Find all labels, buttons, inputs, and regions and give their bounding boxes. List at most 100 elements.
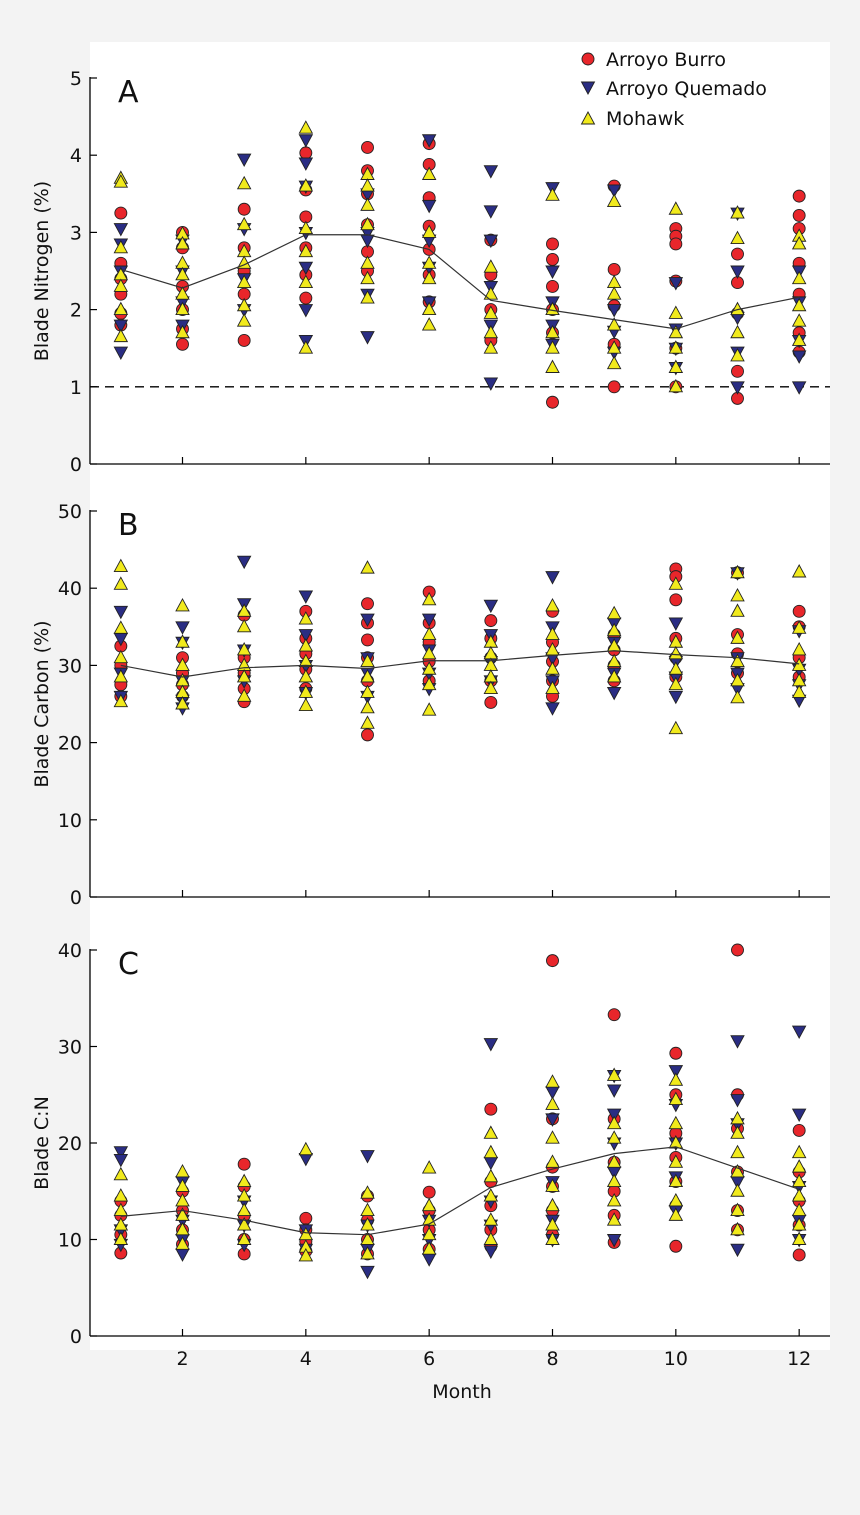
data-point-mohawk <box>606 1067 622 1081</box>
data-point-arroyo-quemado <box>606 1084 622 1098</box>
data-point-mohawk <box>360 684 375 698</box>
data-point-mohawk <box>668 1207 684 1221</box>
data-point-mohawk <box>421 702 437 716</box>
data-point-mohawk <box>360 197 375 211</box>
y-tick-label: 20 <box>58 1133 82 1155</box>
data-point-mohawk <box>545 340 560 354</box>
data-point-mohawk <box>236 175 252 190</box>
data-point-arroyo-quemado <box>360 613 375 628</box>
data-point-arroyo-quemado <box>113 1153 129 1168</box>
data-point-mohawk <box>730 1125 745 1139</box>
data-point-arroyo-quemado <box>730 1094 745 1108</box>
data-point-mohawk <box>606 1212 622 1226</box>
data-point-mohawk <box>730 1144 745 1159</box>
data-point-arroyo-quemado <box>113 346 129 361</box>
panel-letter: B <box>118 508 139 543</box>
data-point-mohawk <box>606 1173 622 1188</box>
data-point-arroyo-quemado <box>606 304 622 318</box>
data-point-arroyo-quemado <box>545 571 560 585</box>
data-point-mohawk <box>668 1135 684 1149</box>
data-point-mohawk <box>421 224 437 238</box>
data-point-arroyo-quemado <box>360 1265 375 1280</box>
data-point-arroyo-burro <box>237 202 251 216</box>
data-point-mohawk <box>175 696 190 710</box>
data-point-arroyo-quemado <box>298 134 314 148</box>
data-point-mohawk <box>236 1231 252 1245</box>
data-point-mohawk <box>421 255 437 269</box>
data-point-mohawk <box>113 669 129 683</box>
y-tick-label: 4 <box>70 145 82 167</box>
data-point-mohawk <box>606 1154 622 1168</box>
data-point-mohawk <box>606 605 622 620</box>
data-point-mohawk <box>668 576 684 590</box>
data-point-arroyo-burro <box>237 334 251 347</box>
data-point-mohawk <box>791 620 807 634</box>
data-point-mohawk <box>175 1236 190 1250</box>
data-point-mohawk <box>545 1231 560 1245</box>
data-point-mohawk <box>668 359 684 373</box>
data-point-mohawk <box>668 324 684 339</box>
data-point-mohawk <box>791 1144 807 1159</box>
x-tick-label: 2 <box>176 1348 188 1370</box>
data-point-arroyo-burro <box>669 1046 683 1060</box>
data-point-arroyo-quemado <box>668 1065 684 1079</box>
data-point-mohawk <box>791 684 807 698</box>
legend-marker-mohawk <box>580 111 596 125</box>
data-point-mohawk <box>298 669 314 683</box>
data-point-mohawk <box>668 1091 684 1106</box>
data-point-mohawk <box>421 301 437 316</box>
y-tick-label: 3 <box>70 222 82 244</box>
panel-b: 0 10 20 30 40 50 Blade Carbon (%) B <box>31 501 830 909</box>
data-point-mohawk <box>668 305 684 319</box>
legend-label-arroyo-burro: Arroyo Burro <box>606 49 726 71</box>
data-point-mohawk <box>298 684 314 698</box>
data-point-arroyo-quemado <box>791 381 807 395</box>
panel-letter: C <box>118 947 139 982</box>
y-tick-label: 1 <box>70 377 82 399</box>
data-point-arroyo-burro <box>607 263 621 276</box>
data-point-mohawk <box>236 1202 252 1216</box>
data-point-arroyo-quemado <box>483 165 499 179</box>
data-point-mohawk <box>483 1125 499 1139</box>
y-tick-label: 40 <box>58 578 82 600</box>
data-point-mohawk <box>298 1141 314 1156</box>
data-point-mohawk <box>483 1231 499 1245</box>
data-point-mohawk <box>421 626 437 640</box>
data-point-mohawk <box>298 1247 314 1262</box>
data-point-arroyo-quemado <box>791 350 807 364</box>
data-point-mohawk <box>236 274 252 289</box>
data-point-arroyo-quemado <box>606 686 622 701</box>
data-point-mohawk <box>298 220 314 234</box>
data-point-mohawk <box>175 286 190 300</box>
data-point-arroyo-quemado <box>298 157 314 171</box>
data-point-mohawk <box>175 324 190 339</box>
data-point-mohawk <box>545 1217 560 1231</box>
data-point-mohawk <box>113 1166 129 1181</box>
data-point-mohawk <box>668 645 684 660</box>
data-point-mohawk <box>730 1202 745 1216</box>
data-point-mohawk <box>791 332 807 346</box>
data-point-arroyo-burro <box>731 943 744 957</box>
x-tick-label: 8 <box>546 1348 558 1370</box>
data-point-mohawk <box>791 564 807 578</box>
mean-line <box>120 234 800 330</box>
data-point-mohawk <box>730 672 745 687</box>
data-point-mohawk <box>175 236 190 250</box>
y-tick-label: 30 <box>58 655 82 677</box>
y-tick-label: 20 <box>58 733 82 755</box>
x-tick-label: 12 <box>787 1348 811 1370</box>
data-point-mohawk <box>236 1188 252 1202</box>
data-point-mohawk <box>113 239 129 254</box>
data-point-mohawk <box>791 1217 807 1231</box>
y-tick-label: 2 <box>70 300 82 322</box>
data-point-mohawk <box>175 1207 190 1221</box>
x-tick-label: 10 <box>664 1348 688 1370</box>
data-point-arroyo-burro <box>792 1248 806 1262</box>
data-point-mohawk <box>483 305 499 319</box>
data-point-mohawk <box>791 270 807 285</box>
data-point-arroyo-quemado <box>545 1113 560 1127</box>
data-point-mohawk <box>730 1221 745 1236</box>
data-point-arroyo-quemado <box>791 1025 807 1040</box>
data-point-arroyo-quemado <box>606 184 622 198</box>
